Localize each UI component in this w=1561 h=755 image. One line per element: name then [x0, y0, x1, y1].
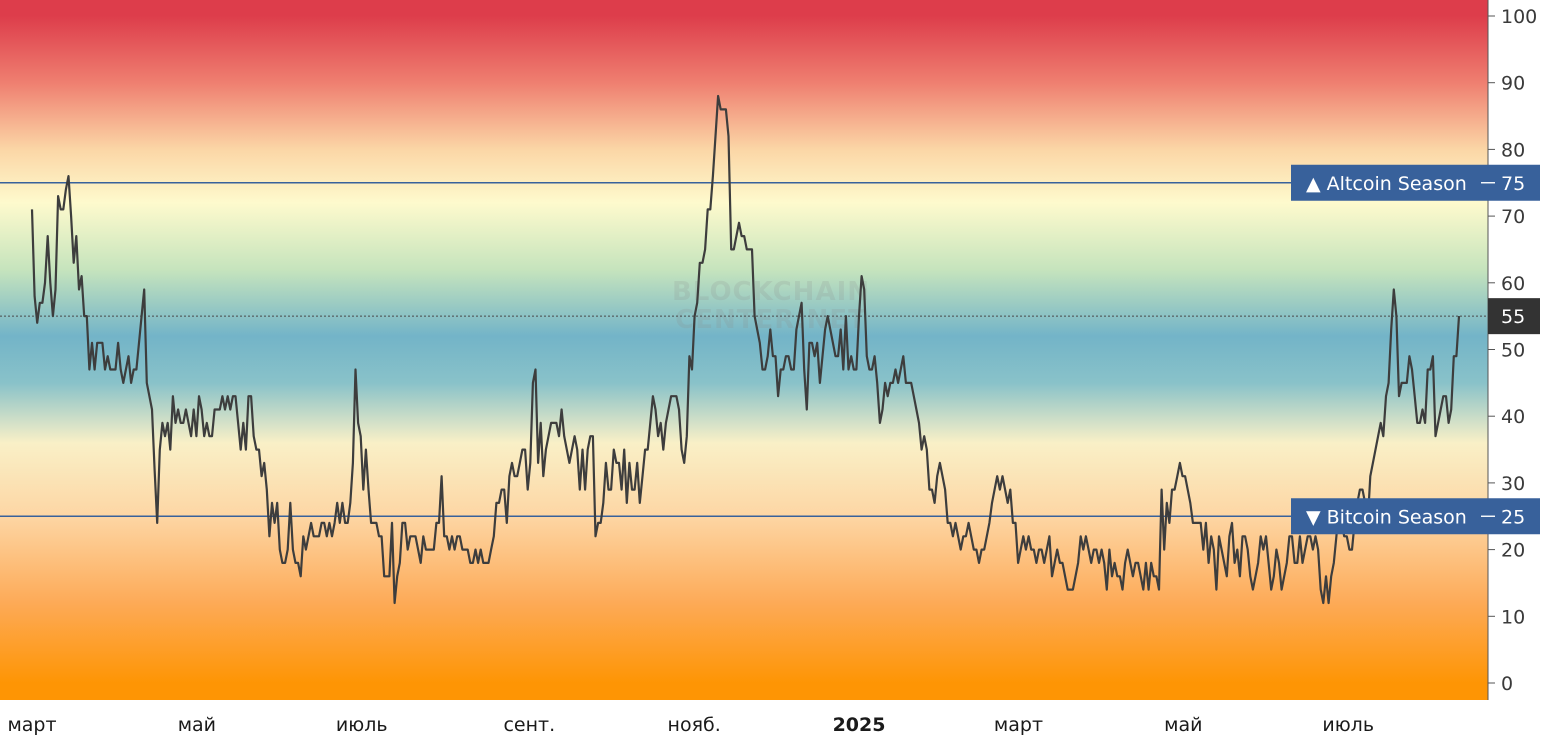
- watermark-line-1: BLOCKCHAIN: [672, 277, 870, 307]
- x-axis: март май июль сент. нояб. 2025 март май июль: [7, 714, 1374, 736]
- reference-labels: ▲ Altcoin Season 75 ▼ Bitcoin Season 25: [1291, 164, 1540, 535]
- y-tick-label-0: 0: [1501, 673, 1513, 695]
- x-tick-label-4: нояб.: [668, 714, 721, 736]
- y-tick-label-40: 40: [1501, 406, 1525, 428]
- x-tick-label-5: 2025: [833, 714, 886, 736]
- current-value-text: 55: [1501, 306, 1525, 328]
- reference-value-text-75: 75: [1501, 173, 1525, 195]
- altcoin-season-index-line: [30, 94, 1461, 605]
- y-tick-label-10: 10: [1501, 606, 1525, 628]
- x-tick-label-0: март: [7, 714, 56, 736]
- y-tick-label-100: 100: [1501, 6, 1537, 28]
- y-tick-label-90: 90: [1501, 73, 1525, 95]
- y-tick-label-30: 30: [1501, 473, 1525, 495]
- reference-value-text-25: 25: [1501, 506, 1525, 528]
- y-tick-label-50: 50: [1501, 340, 1525, 362]
- y-tick-label-80: 80: [1501, 139, 1525, 161]
- x-tick-label-7: май: [1164, 714, 1202, 736]
- current-value-box: [1488, 298, 1540, 335]
- reference-label-box-75: [1291, 164, 1540, 201]
- x-tick-label-2: июль: [336, 714, 388, 736]
- y-axis-background: [1488, 0, 1561, 700]
- reference-lines: [0, 181, 1488, 518]
- x-tick-label-6: март: [994, 714, 1043, 736]
- x-tick-label-1: май: [178, 714, 216, 736]
- x-tick-label-3: сент.: [503, 714, 555, 736]
- x-tick-label-8: июль: [1322, 714, 1374, 736]
- y-tick-label-70: 70: [1501, 206, 1525, 228]
- reference-label-text-75: ▲ Altcoin Season: [1306, 173, 1467, 195]
- reference-label-text-25: ▼ Bitcoin Season: [1306, 506, 1467, 528]
- watermark: BLOCKCHAIN CENTER.NET: [672, 277, 870, 335]
- reference-label-box-25: [1291, 498, 1540, 535]
- plot-background: [0, 0, 1488, 700]
- y-axis: 0 10 20 30 40 50 60 70 80 90 100: [1488, 6, 1537, 695]
- y-tick-label-60: 60: [1501, 273, 1525, 295]
- y-tick-label-20: 20: [1501, 540, 1525, 562]
- current-value-label: 55: [1488, 298, 1540, 335]
